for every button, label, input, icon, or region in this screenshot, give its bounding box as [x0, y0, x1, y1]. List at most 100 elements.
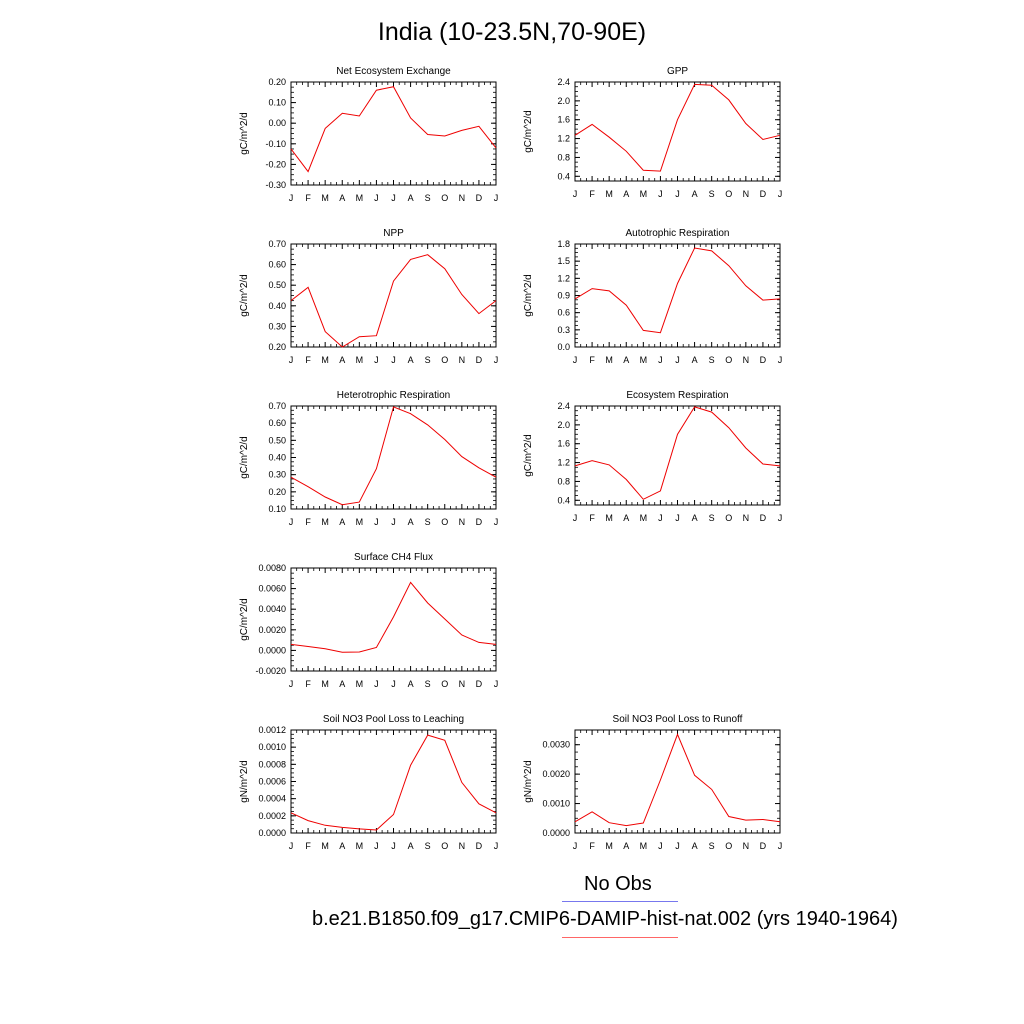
y-tick-label: 0.50 [268, 435, 286, 445]
x-tick-label: J [494, 355, 499, 365]
data-point [676, 733, 678, 735]
data-point [307, 485, 309, 487]
data-point [375, 89, 377, 91]
x-tick-label: O [441, 679, 448, 689]
x-tick-label: N [459, 193, 466, 203]
x-tick-label: D [760, 189, 767, 199]
y-tick-label: 0.0020 [258, 625, 286, 635]
x-tick-label: J [573, 841, 578, 851]
data-point [659, 779, 661, 781]
x-tick-label: A [692, 513, 698, 523]
data-point [642, 822, 644, 824]
data-point [324, 824, 326, 826]
data-point [762, 138, 764, 140]
data-point [478, 803, 480, 805]
x-tick-label: N [743, 513, 750, 523]
data-point [659, 490, 661, 492]
y-tick-label: 0.70 [268, 239, 286, 249]
x-tick-label: J [289, 355, 294, 365]
x-tick-label: J [658, 513, 663, 523]
data-point [693, 247, 695, 249]
data-point [290, 299, 292, 301]
data-point [290, 148, 292, 150]
x-tick-label: J [374, 517, 379, 527]
series-line [574, 406, 781, 500]
x-tick-label: J [778, 355, 783, 365]
data-point [779, 465, 781, 467]
y-tick-label: 0.10 [268, 504, 286, 514]
plot-frame [290, 243, 497, 348]
series-line [574, 247, 781, 334]
x-tick-label: F [305, 679, 311, 689]
x-tick-label: O [441, 517, 448, 527]
data-point [574, 465, 576, 467]
x-tick-label: A [408, 841, 414, 851]
y-axis-label: gC/m^2/d [523, 110, 534, 153]
series-line [290, 406, 497, 506]
x-tick-label: M [356, 517, 364, 527]
y-tick-label: 0.8 [557, 476, 570, 486]
data-point [341, 112, 343, 114]
data-point [392, 406, 394, 408]
y-tick-label: 0.0000 [258, 828, 286, 838]
data-point [375, 829, 377, 831]
data-point [307, 645, 309, 647]
panel-title: Ecosystem Respiration [626, 390, 728, 401]
data-point [461, 455, 463, 457]
data-point [676, 282, 678, 284]
data-point [409, 764, 411, 766]
data-point [495, 299, 497, 301]
x-tick-label: D [760, 841, 767, 851]
data-point [728, 426, 730, 428]
data-point [444, 739, 446, 741]
x-tick-label: J [391, 679, 396, 689]
y-axis-label: gC/m^2/d [239, 436, 250, 479]
x-tick-label: N [459, 679, 466, 689]
x-tick-label: J [374, 355, 379, 365]
x-tick-label: A [692, 355, 698, 365]
data-point [762, 818, 764, 820]
data-point [409, 117, 411, 119]
x-tick-label: O [441, 193, 448, 203]
x-tick-label: M [605, 841, 613, 851]
x-tick-label: D [476, 193, 483, 203]
y-tick-label: 1.2 [557, 273, 570, 283]
x-tick-label: M [356, 355, 364, 365]
y-tick-label: 0.0040 [258, 604, 286, 614]
data-point [324, 648, 326, 650]
data-point [426, 424, 428, 426]
x-tick-label: S [425, 679, 431, 689]
x-tick-label: F [305, 517, 311, 527]
data-point [461, 129, 463, 131]
x-tick-label: A [339, 841, 345, 851]
x-tick-label: J [778, 189, 783, 199]
data-point [392, 813, 394, 815]
data-point [324, 496, 326, 498]
x-tick-label: A [408, 193, 414, 203]
x-tick-label: J [289, 193, 294, 203]
x-tick-label: N [743, 189, 750, 199]
data-point [728, 99, 730, 101]
x-tick-label: F [305, 355, 311, 365]
x-tick-label: J [675, 189, 680, 199]
data-point [591, 811, 593, 813]
x-tick-label: A [339, 193, 345, 203]
data-point [426, 133, 428, 135]
x-tick-label: J [289, 841, 294, 851]
series-line [290, 734, 497, 831]
data-point [478, 125, 480, 127]
data-point [676, 119, 678, 121]
data-point [574, 298, 576, 300]
data-point [642, 498, 644, 500]
x-tick-label: S [709, 355, 715, 365]
data-point [307, 170, 309, 172]
data-point [745, 122, 747, 124]
data-point [358, 828, 360, 830]
data-point [745, 447, 747, 449]
x-tick-label: D [476, 517, 483, 527]
x-tick-label: J [573, 189, 578, 199]
